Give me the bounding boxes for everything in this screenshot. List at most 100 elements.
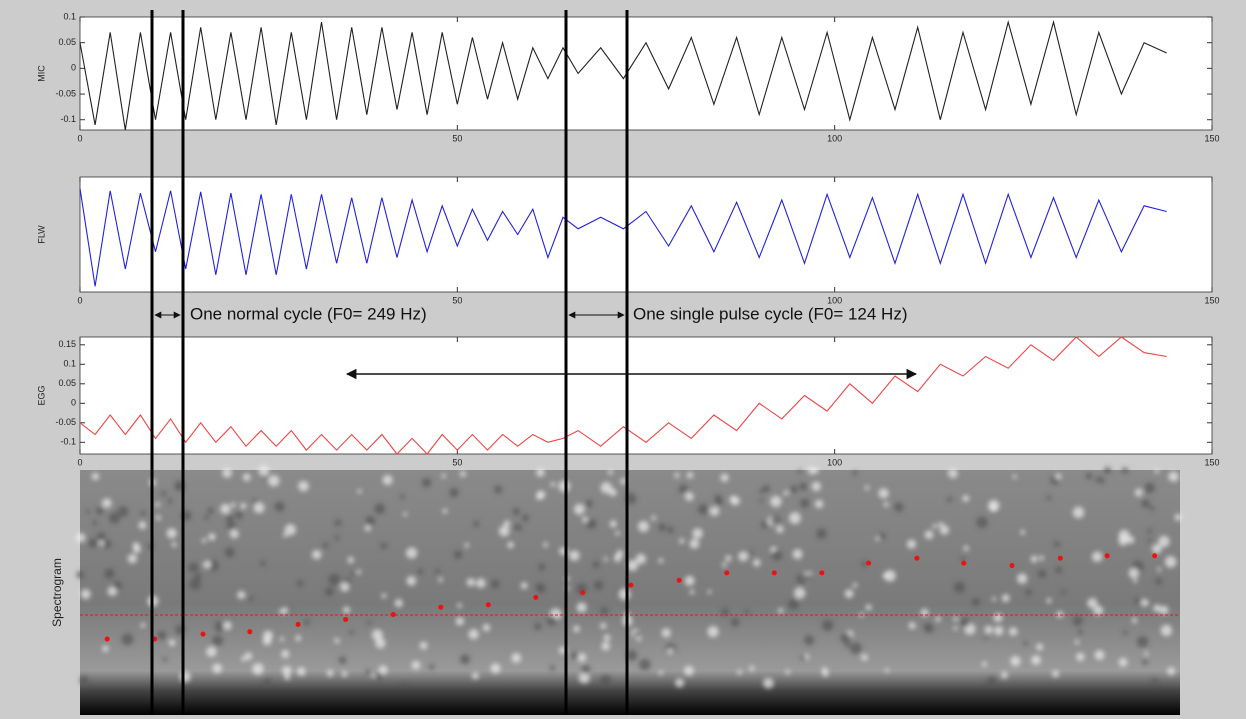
waveform bbox=[79, 188, 1167, 287]
spectral-peak bbox=[457, 603, 462, 608]
spectral-peak bbox=[248, 596, 254, 602]
spectral-peak bbox=[852, 470, 858, 476]
f0-point bbox=[771, 570, 777, 576]
y-tick-label: 0.05 bbox=[58, 378, 76, 388]
spectral-peak bbox=[222, 467, 233, 478]
spectral-peak bbox=[1016, 573, 1028, 584]
spectral-peak bbox=[268, 475, 280, 487]
spectral-peak bbox=[279, 636, 285, 642]
y-tick-label: 0.1 bbox=[63, 359, 76, 369]
spectral-peak bbox=[960, 617, 970, 628]
spectral-peak bbox=[771, 549, 783, 561]
spectral-peak bbox=[375, 672, 383, 681]
spectral-peak bbox=[573, 625, 580, 633]
y-axis-label: FLW bbox=[36, 225, 46, 244]
spectral-peak bbox=[95, 506, 104, 515]
spectral-peak bbox=[113, 581, 123, 591]
spectral-peak bbox=[1085, 472, 1093, 480]
spectral-peak bbox=[155, 515, 161, 521]
spectral-peak bbox=[460, 654, 471, 665]
spectral-peak bbox=[689, 589, 695, 595]
spectral-peak bbox=[490, 579, 500, 589]
spectral-peak bbox=[1001, 594, 1010, 603]
f0-point bbox=[866, 560, 872, 566]
spectral-peak bbox=[804, 635, 815, 646]
spectral-peak bbox=[633, 630, 641, 638]
spectral-peak bbox=[760, 520, 769, 529]
spectral-peak bbox=[1160, 624, 1173, 637]
spectral-peak bbox=[651, 515, 657, 521]
spectral-peak bbox=[284, 524, 297, 536]
plot-area bbox=[79, 176, 1213, 293]
spectral-peak bbox=[258, 465, 270, 477]
f0-point bbox=[1104, 553, 1110, 559]
spectral-peak bbox=[1056, 611, 1064, 618]
spectral-peak bbox=[140, 510, 146, 516]
spectral-peak bbox=[707, 589, 712, 594]
spectral-peak bbox=[908, 622, 916, 630]
spectral-peak bbox=[274, 501, 285, 512]
spectral-peak bbox=[763, 677, 774, 689]
spectral-peak bbox=[138, 521, 147, 530]
spectral-peak bbox=[340, 582, 350, 592]
spectral-peak bbox=[212, 663, 223, 674]
x-tick-label: 100 bbox=[827, 133, 842, 143]
spectral-peak bbox=[938, 521, 944, 527]
spectral-peak bbox=[1151, 678, 1158, 685]
spectral-peak bbox=[201, 538, 207, 543]
spectral-peak bbox=[140, 622, 146, 628]
spectral-peak bbox=[1095, 476, 1105, 486]
spectral-peak bbox=[1154, 468, 1160, 474]
spectral-peak bbox=[1031, 655, 1041, 665]
spectral-peak bbox=[749, 665, 755, 672]
spectral-peak bbox=[121, 633, 134, 646]
spectral-peak bbox=[435, 568, 441, 574]
spectral-peak bbox=[1072, 506, 1085, 519]
spectral-peak bbox=[449, 487, 459, 498]
spectral-peak bbox=[788, 512, 801, 524]
spectral-peak bbox=[494, 485, 503, 494]
spectral-peak bbox=[442, 508, 448, 514]
spectral-peak bbox=[166, 528, 177, 539]
spectral-peak bbox=[600, 674, 612, 687]
waveform bbox=[79, 336, 1167, 455]
spectral-peak bbox=[600, 482, 612, 494]
spectral-peak bbox=[1039, 555, 1045, 561]
spectral-peak bbox=[577, 653, 587, 662]
y-axis-label: EGG bbox=[36, 385, 46, 405]
spectral-peak bbox=[1168, 471, 1179, 482]
spectral-peak bbox=[569, 550, 580, 561]
f0-point bbox=[1009, 563, 1015, 569]
spectral-peak bbox=[511, 653, 522, 663]
spectral-peak bbox=[1128, 568, 1139, 579]
spectral-peak bbox=[96, 532, 106, 542]
y-tick-label: -0.1 bbox=[60, 114, 76, 124]
spectral-peak bbox=[814, 499, 824, 509]
spectral-peak bbox=[324, 587, 334, 597]
y-tick-label: 0.05 bbox=[58, 37, 76, 47]
spectral-peak bbox=[883, 501, 889, 507]
spectral-peak bbox=[661, 628, 671, 638]
spectral-peak bbox=[1174, 513, 1182, 521]
spectral-peak bbox=[419, 641, 428, 650]
spectral-peak bbox=[986, 676, 997, 687]
spectral-peak bbox=[558, 480, 571, 493]
spectral-peak bbox=[244, 652, 253, 660]
spectral-peak bbox=[797, 469, 802, 474]
spectral-peak bbox=[230, 502, 236, 508]
spectral-peak bbox=[102, 539, 112, 549]
spectral-peak bbox=[1140, 598, 1149, 607]
f0-point bbox=[961, 560, 967, 566]
spectral-peak bbox=[770, 514, 781, 526]
spectral-peak bbox=[334, 519, 342, 527]
spectral-peak bbox=[471, 672, 479, 680]
spectral-peak bbox=[601, 641, 610, 651]
spectral-peak bbox=[1121, 467, 1129, 474]
spectral-peak bbox=[573, 503, 585, 515]
spectral-peak bbox=[683, 665, 694, 676]
spectral-peak bbox=[1072, 615, 1083, 626]
spectral-peak bbox=[503, 520, 511, 527]
spectral-peak bbox=[453, 550, 463, 559]
spectral-peak bbox=[206, 646, 217, 657]
